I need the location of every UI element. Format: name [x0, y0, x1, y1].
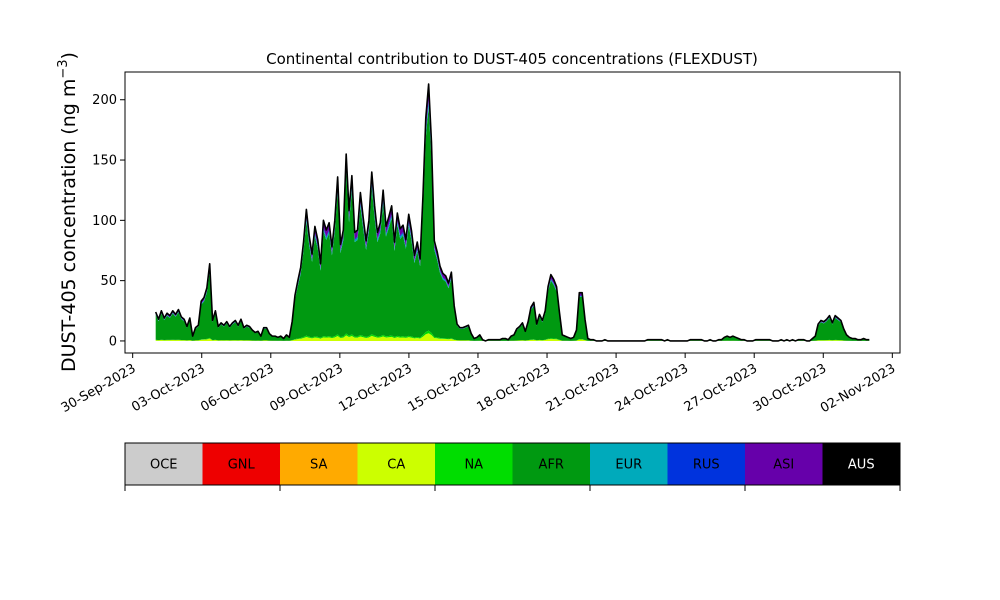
legend-entry-sa: SA: [280, 443, 358, 485]
legend-swatch: [822, 443, 900, 485]
x-tick-label: 30-Oct-2023: [751, 361, 829, 415]
x-tick-label: 02-Nov-2023: [818, 361, 898, 416]
x-tick-label: 03-Oct-2023: [129, 361, 207, 415]
legend-swatch: [202, 443, 280, 485]
x-tick-label: 09-Oct-2023: [267, 361, 345, 415]
x-tick-label: 24-Oct-2023: [613, 361, 691, 415]
legend-entry-ca: CA: [357, 443, 435, 485]
y-tick-label: 100: [92, 214, 117, 229]
y-axis: 0 50 100 150 200: [92, 93, 125, 349]
legend-swatch: [512, 443, 590, 485]
legend-entry-asi: ASI: [745, 443, 823, 485]
legend-swatch: [435, 443, 513, 485]
area-layer-eur: [155, 102, 870, 341]
legend-swatch: [590, 443, 668, 485]
area-layer-ca: [155, 333, 870, 341]
stacked-area-layers: [154, 83, 870, 342]
area-layer-afr: [155, 107, 870, 341]
total-outline: [154, 83, 870, 342]
legend-entry-na: NA: [435, 443, 513, 485]
legend-entry-afr: AFR: [512, 443, 590, 485]
legend-label: AUS: [848, 458, 875, 473]
y-axis-label-main: DUST-405 concentration (ng m: [58, 79, 80, 372]
legend-label: CA: [387, 458, 405, 473]
x-tick-label: 18-Oct-2023: [475, 361, 553, 415]
legend-label: NA: [464, 458, 483, 473]
x-tick-label: 12-Oct-2023: [336, 361, 414, 415]
x-tick-label: 21-Oct-2023: [544, 361, 622, 415]
legend-entry-gnl: GNL: [202, 443, 280, 485]
area-layer-rus: [155, 99, 870, 341]
legend-entry-eur: EUR: [590, 443, 668, 485]
x-axis: 30-Sep-202303-Oct-202306-Oct-202309-Oct-…: [59, 353, 898, 416]
chart-title: Continental contribution to DUST-405 con…: [266, 50, 758, 68]
y-axis-label-exponent: −3: [56, 59, 71, 78]
y-axis-label: DUST-405 concentration (ng m−3): [56, 52, 80, 372]
y-tick-label: 150: [92, 154, 117, 169]
x-tick-label: 06-Oct-2023: [198, 361, 276, 415]
legend-swatch: [280, 443, 358, 485]
legend-swatch: [357, 443, 435, 485]
legend-label: SA: [310, 458, 327, 473]
legend-frame: [124, 442, 901, 486]
legend-label: OCE: [150, 458, 178, 473]
legend-swatch: [667, 443, 745, 485]
legend-label: ASI: [773, 458, 794, 473]
x-tick-label: 15-Oct-2023: [405, 361, 483, 415]
area-layer-asi: [155, 84, 870, 341]
legend-swatch: [745, 443, 823, 485]
legend-entry-oce: OCE: [125, 443, 203, 485]
x-tick-label: 27-Oct-2023: [682, 361, 760, 415]
y-axis-label-close: ): [58, 52, 80, 59]
y-tick-label: 200: [92, 93, 117, 108]
legend-label: RUS: [693, 458, 720, 473]
legend-label: GNL: [228, 458, 256, 473]
y-tick-label: 0: [109, 334, 117, 349]
legend-entry-rus: RUS: [667, 443, 745, 485]
legend-swatch: [125, 443, 203, 485]
legend-label: EUR: [615, 458, 642, 473]
legend-label: AFR: [539, 458, 564, 473]
plot-frame: [124, 71, 901, 354]
colorbar-legend: OCE GNL SA CA NA AFR EUR RUS ASI AUS: [124, 442, 901, 491]
y-tick-label: 50: [100, 274, 117, 289]
legend-entry-aus: AUS: [822, 443, 900, 485]
